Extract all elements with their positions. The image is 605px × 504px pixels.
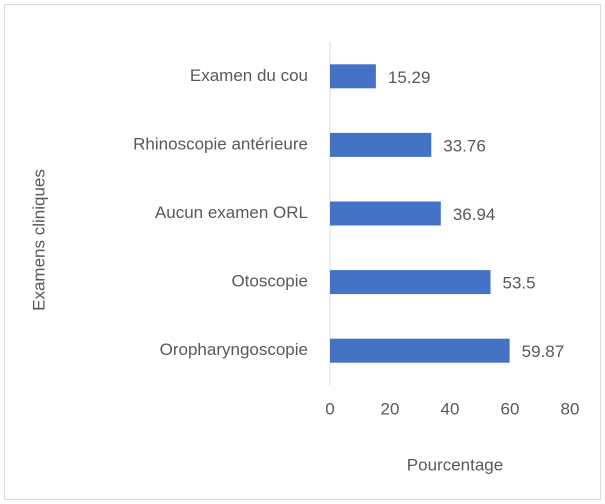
x-tick-label: 0 <box>325 399 334 418</box>
x-axis-title: Pourcentage <box>407 455 503 474</box>
y-tick-label: Oropharyngoscopie <box>160 340 308 359</box>
x-tick-label: 60 <box>501 399 520 418</box>
y-tick-label: Otoscopie <box>231 272 308 291</box>
x-tick-label: 20 <box>381 399 400 418</box>
data-label: 59.87 <box>522 342 565 361</box>
bar <box>330 64 376 89</box>
x-tick-label: 40 <box>441 399 460 418</box>
bar <box>330 338 510 363</box>
y-tick-label: Aucun examen ORL <box>155 203 308 222</box>
bar <box>330 201 441 226</box>
data-label: 15.29 <box>388 68 431 87</box>
x-tick-label: 80 <box>561 399 580 418</box>
data-label: 36.94 <box>453 205 496 224</box>
data-label: 33.76 <box>443 136 486 155</box>
data-label: 53.5 <box>503 274 536 293</box>
chart-border <box>4 4 601 500</box>
y-axis-title: Examens cliniques <box>29 169 48 311</box>
bar <box>330 270 491 295</box>
bar <box>330 132 432 157</box>
y-tick-label: Examen du cou <box>190 66 308 85</box>
y-tick-label: Rhinoscopie antérieure <box>133 134 308 153</box>
